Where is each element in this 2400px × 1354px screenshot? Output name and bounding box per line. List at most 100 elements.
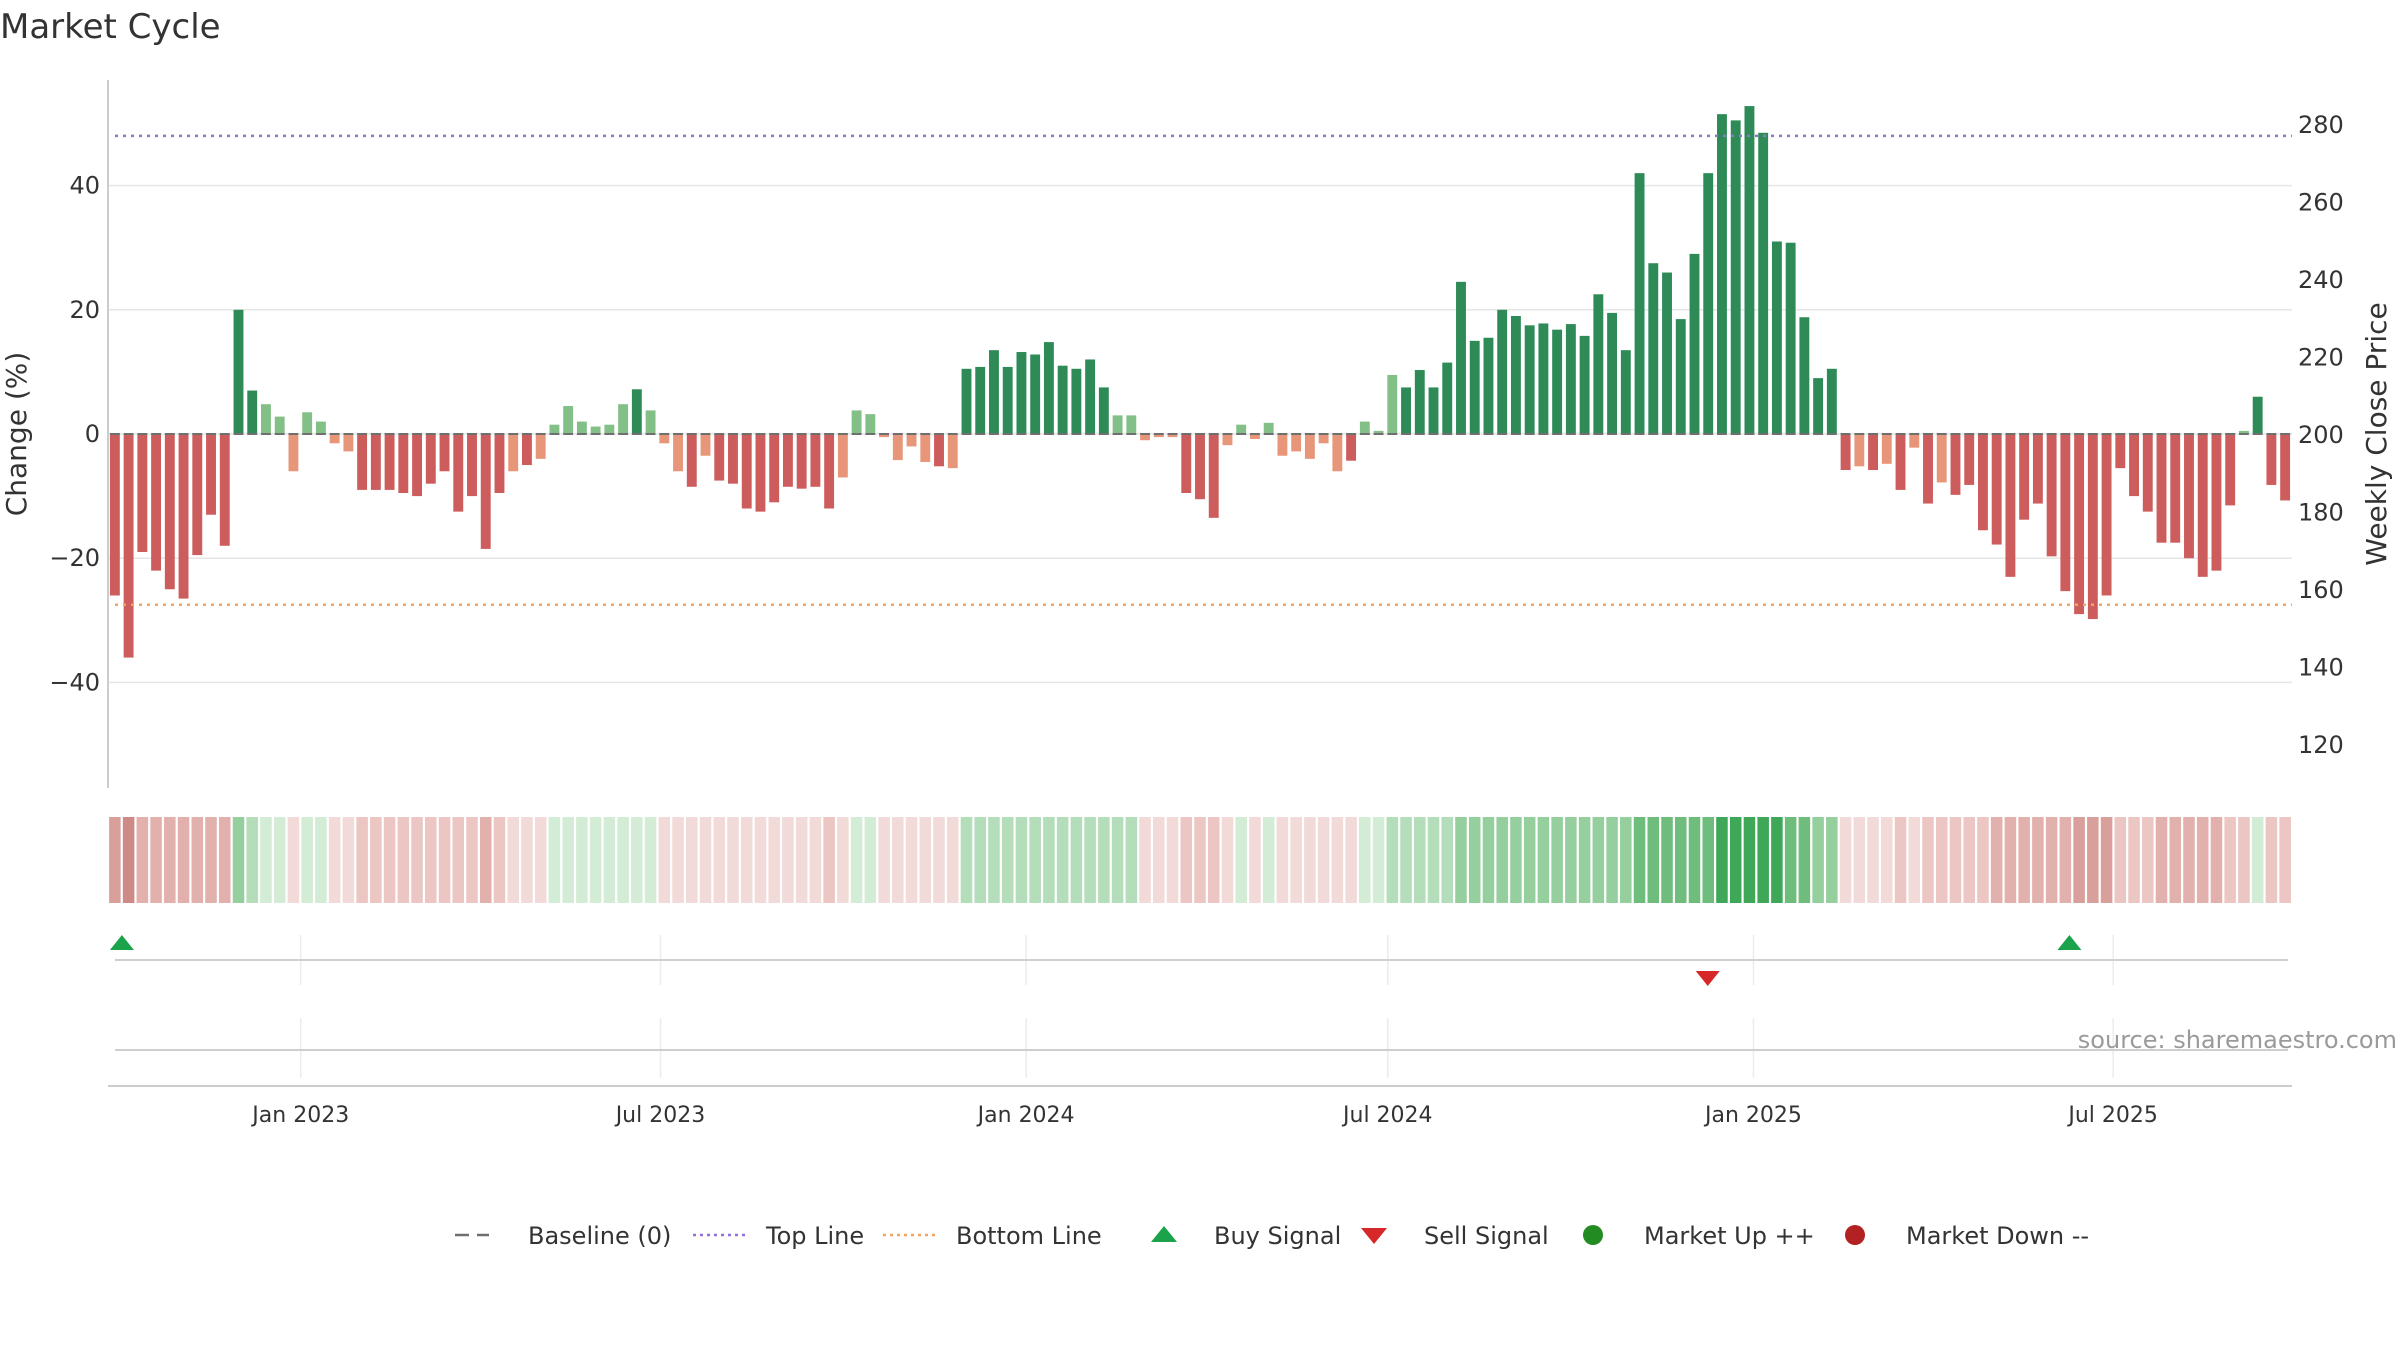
strength-cell xyxy=(1276,817,1289,903)
legend-label: Market Up ++ xyxy=(1644,1222,1815,1250)
bar xyxy=(1318,434,1329,444)
x-tick-label: Jan 2025 xyxy=(1703,1103,1802,1128)
strength-cell xyxy=(122,817,135,903)
bar xyxy=(975,366,986,434)
strength-cell xyxy=(2155,817,2168,903)
bar xyxy=(288,434,299,472)
bar xyxy=(370,434,381,490)
bar xyxy=(1881,434,1892,464)
bar xyxy=(1456,281,1466,434)
y-right-tick-label: 240 xyxy=(2298,266,2344,294)
strength-cell xyxy=(837,817,849,903)
legend-item: Market Up ++ xyxy=(1583,1222,1815,1250)
bar xyxy=(521,434,532,466)
bar xyxy=(1634,173,1645,434)
strength-cell xyxy=(1455,817,1467,903)
bar xyxy=(1909,434,1920,448)
legend-label: Bottom Line xyxy=(956,1222,1102,1250)
bar xyxy=(274,416,285,434)
strength-cell xyxy=(878,817,890,903)
bar xyxy=(2060,434,2071,592)
strength-cell xyxy=(1702,817,1714,903)
legend-item: Top Line xyxy=(693,1222,864,1250)
strength-cell xyxy=(452,817,465,903)
bar xyxy=(2005,434,2016,577)
strength-cell xyxy=(960,817,973,903)
strength-cell xyxy=(782,817,794,903)
bar xyxy=(109,434,120,596)
bar xyxy=(2225,434,2236,506)
strength-cell xyxy=(1496,817,1508,903)
legend: Baseline (0) Top Line Bottom Line Buy Signa… xyxy=(455,1222,2089,1250)
bar xyxy=(1428,387,1439,434)
x-tick-label: Jan 2024 xyxy=(976,1103,1075,1128)
bar xyxy=(329,434,340,444)
bar xyxy=(1950,434,1961,495)
bar xyxy=(1222,434,1233,446)
bar xyxy=(1195,434,1205,500)
x-tick-label: Jul 2023 xyxy=(614,1103,706,1128)
bar xyxy=(1703,173,1714,434)
bar xyxy=(1043,342,1054,434)
strength-cell xyxy=(713,817,726,903)
strength-cell xyxy=(1908,817,1921,903)
bar xyxy=(1538,323,1549,434)
chart-title: Market Cycle xyxy=(0,7,221,47)
strength-cell xyxy=(864,817,877,903)
y-right-tick-label: 140 xyxy=(2298,654,2344,682)
strength-cell xyxy=(686,817,698,903)
bar xyxy=(892,434,903,461)
strength-cell xyxy=(315,817,327,903)
strength-cell xyxy=(1290,817,1302,903)
bar xyxy=(1483,337,1494,434)
strength-cell xyxy=(1359,817,1371,903)
strength-cell xyxy=(2059,817,2072,903)
bar xyxy=(2266,434,2277,485)
strength-cell xyxy=(1001,817,1014,903)
strength-cell xyxy=(1853,817,1866,903)
signal-strength-strip xyxy=(109,817,2291,903)
bar xyxy=(563,406,574,434)
bar xyxy=(1387,375,1398,434)
bar xyxy=(851,410,862,434)
bar xyxy=(1868,434,1879,471)
strength-cell xyxy=(892,817,904,903)
legend-triangle-down-icon xyxy=(1361,1228,1387,1244)
legend-item: Buy Signal xyxy=(1151,1222,1341,1250)
bar xyxy=(1510,316,1521,434)
bar xyxy=(357,434,368,490)
strength-cell xyxy=(1894,817,1907,903)
bar xyxy=(1620,350,1631,434)
bar xyxy=(824,434,835,509)
bar xyxy=(1030,354,1041,434)
bar xyxy=(865,414,876,434)
strength-cell xyxy=(548,817,561,903)
bar xyxy=(1758,132,1769,434)
strength-cell xyxy=(1606,817,1618,903)
bar xyxy=(1552,329,1563,434)
bar xyxy=(659,434,670,444)
strength-cell xyxy=(727,817,739,903)
bar xyxy=(1401,387,1411,434)
strength-cell xyxy=(2224,817,2236,903)
strength-cell xyxy=(2114,817,2127,903)
bar xyxy=(796,434,807,489)
bar xyxy=(467,434,477,497)
bar xyxy=(631,389,642,434)
strength-cell xyxy=(246,817,258,903)
strength-cell xyxy=(2169,817,2182,903)
strength-cell xyxy=(1468,817,1481,903)
y-right-tick-label: 180 xyxy=(2298,499,2344,527)
strength-cell xyxy=(1084,817,1096,903)
bar xyxy=(1840,434,1851,471)
bar xyxy=(178,434,189,599)
strength-cell xyxy=(1345,817,1357,903)
bar xyxy=(302,412,313,434)
bar xyxy=(1524,325,1535,434)
bar xyxy=(1964,434,1975,485)
strength-cell xyxy=(1716,817,1728,903)
strength-cell xyxy=(2045,817,2058,903)
strength-cell xyxy=(1757,817,1769,903)
strength-cell xyxy=(328,817,341,903)
